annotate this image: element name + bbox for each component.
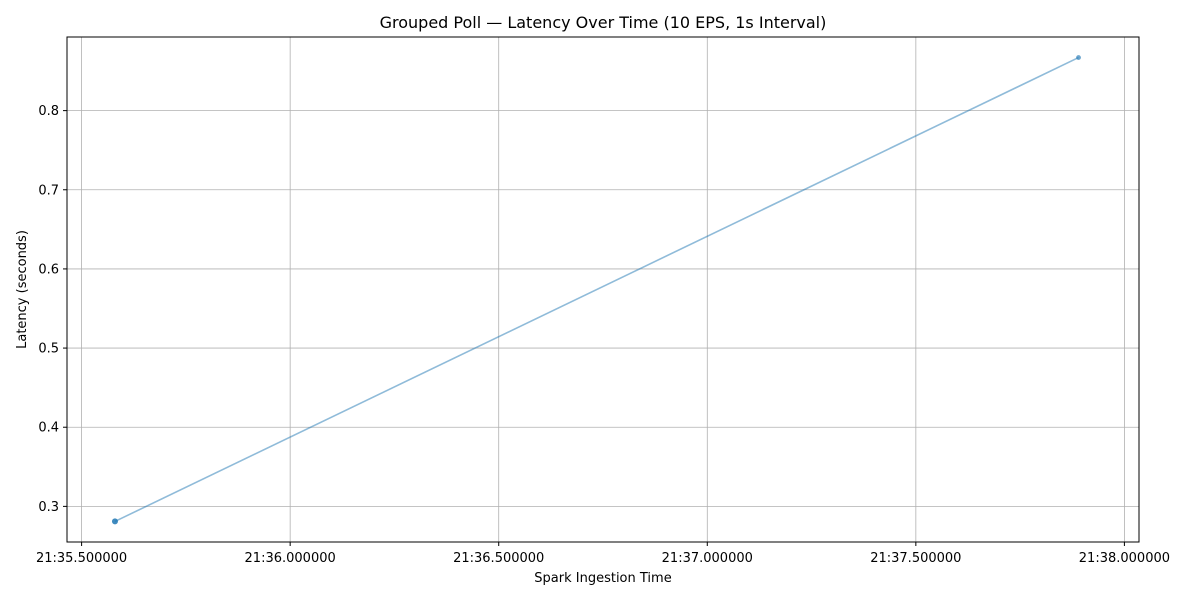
series-line [114,56,1079,523]
x-tick-label: 21:38.000000 [1079,551,1170,566]
y-axis-ticks: 0.3 0.4 0.5 0.6 0.7 0.8 [38,104,67,515]
data-point [1076,55,1081,60]
y-tick-label: 0.5 [38,342,59,357]
series-layer [111,55,1081,525]
x-tick-label: 21:36.500000 [453,551,544,566]
y-tick-label: 0.3 [38,500,59,515]
y-axis-title: Latency (seconds) [15,230,30,349]
grid-lines [67,37,1139,542]
y-tick-label: 0.8 [38,104,59,119]
x-axis-ticks: 21:35.500000 21:36.000000 21:36.500000 21:3… [36,542,1170,566]
chart-title: Grouped Poll — Latency Over Time (10 EPS… [380,13,827,32]
plot-frame [66,36,1140,543]
y-tick-label: 0.7 [38,183,59,198]
data-point [111,518,118,525]
y-tick-label: 0.6 [38,262,59,277]
y-tick-label: 0.4 [38,421,59,436]
x-tick-label: 21:37.000000 [662,551,753,566]
x-tick-label: 21:37.500000 [870,551,961,566]
x-axis-title: Spark Ingestion Time [534,571,671,586]
x-tick-label: 21:36.000000 [245,551,336,566]
x-tick-label: 21:35.500000 [36,551,127,566]
